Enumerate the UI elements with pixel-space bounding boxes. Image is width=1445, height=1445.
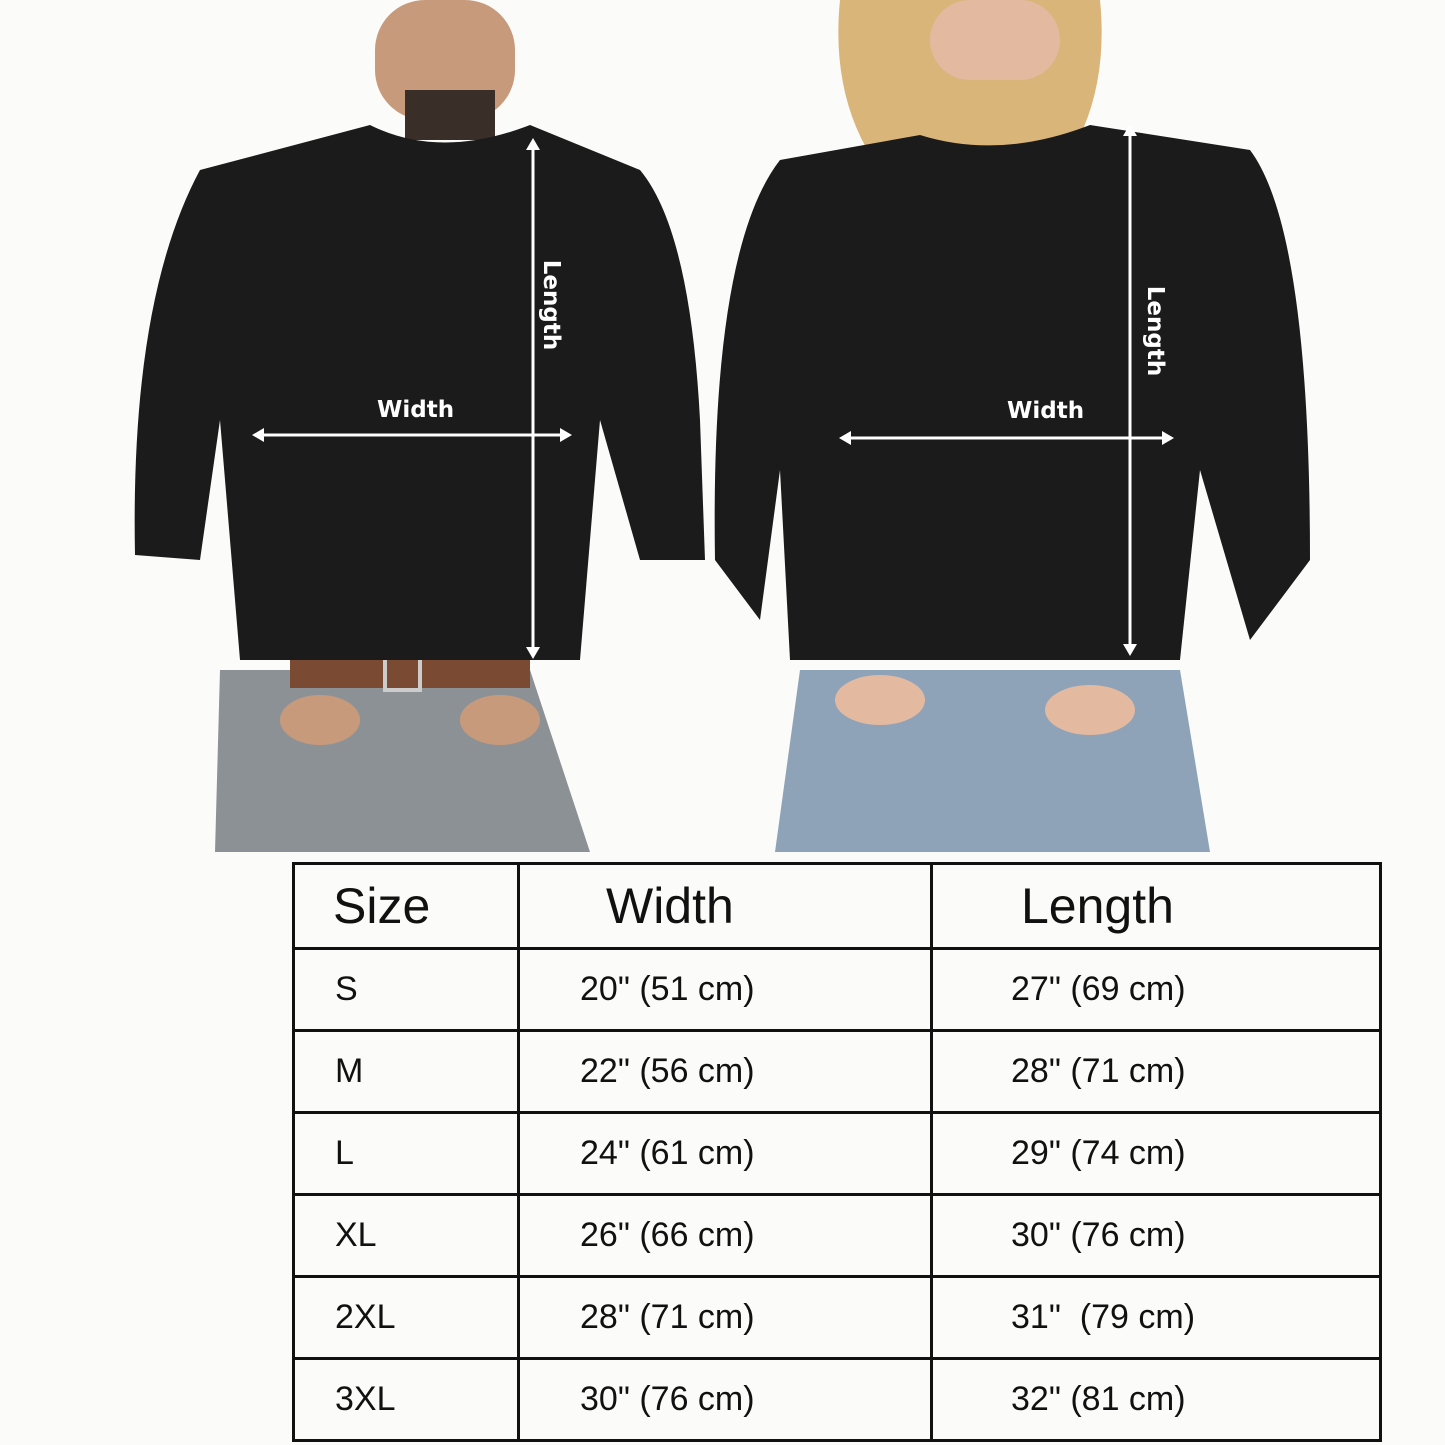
size-cell: 2XL <box>292 1275 520 1360</box>
length-cell: 27" (69 cm) <box>930 947 1382 1032</box>
width-cell: 24" (61 cm) <box>517 1111 933 1196</box>
length-cell: 29" (74 cm) <box>930 1111 1382 1196</box>
header-width: Width <box>517 862 933 950</box>
header-length: Length <box>930 862 1382 950</box>
size-cell: XL <box>292 1193 520 1278</box>
size-chart-table: Size Width Length S 20" (51 cm) 27" (69 … <box>292 862 1382 1442</box>
width-cell: 26" (66 cm) <box>517 1193 933 1278</box>
length-cell: 31" (79 cm) <box>930 1275 1382 1360</box>
female-model <box>714 0 1310 852</box>
length-cell: 32" (81 cm) <box>930 1357 1382 1442</box>
male-length-label: Length <box>538 259 565 351</box>
female-length-label: Length <box>1142 285 1169 377</box>
male-width-label: Width <box>377 397 455 423</box>
female-width-label: Width <box>1007 398 1085 424</box>
width-cell: 28" (71 cm) <box>517 1275 933 1360</box>
header-size: Size <box>292 862 520 950</box>
model-photos: Length Width Length Width <box>134 0 1310 852</box>
length-cell: 30" (76 cm) <box>930 1193 1382 1278</box>
table-row: L 24" (61 cm) 29" (74 cm) <box>292 1111 1382 1196</box>
width-cell: 30" (76 cm) <box>517 1357 933 1442</box>
male-sweatshirt <box>134 125 705 660</box>
table-row: XL 26" (66 cm) 30" (76 cm) <box>292 1193 1382 1278</box>
table-row: 3XL 30" (76 cm) 32" (81 cm) <box>292 1357 1382 1442</box>
female-face <box>930 0 1060 80</box>
male-model <box>134 0 705 852</box>
male-jeans <box>215 670 590 852</box>
size-cell: S <box>292 947 520 1032</box>
table-row: 2XL 28" (71 cm) 31" (79 cm) <box>292 1275 1382 1360</box>
size-cell: M <box>292 1029 520 1114</box>
table-header-row: Size Width Length <box>292 862 1382 950</box>
width-cell: 22" (56 cm) <box>517 1029 933 1114</box>
table-row: M 22" (56 cm) 28" (71 cm) <box>292 1029 1382 1114</box>
models-illustration <box>134 0 1310 852</box>
width-cell: 20" (51 cm) <box>517 947 933 1032</box>
size-cell: L <box>292 1111 520 1196</box>
size-cell: 3XL <box>292 1357 520 1442</box>
female-sweatshirt <box>714 125 1310 660</box>
table-row: S 20" (51 cm) 27" (69 cm) <box>292 947 1382 1032</box>
length-cell: 28" (71 cm) <box>930 1029 1382 1114</box>
